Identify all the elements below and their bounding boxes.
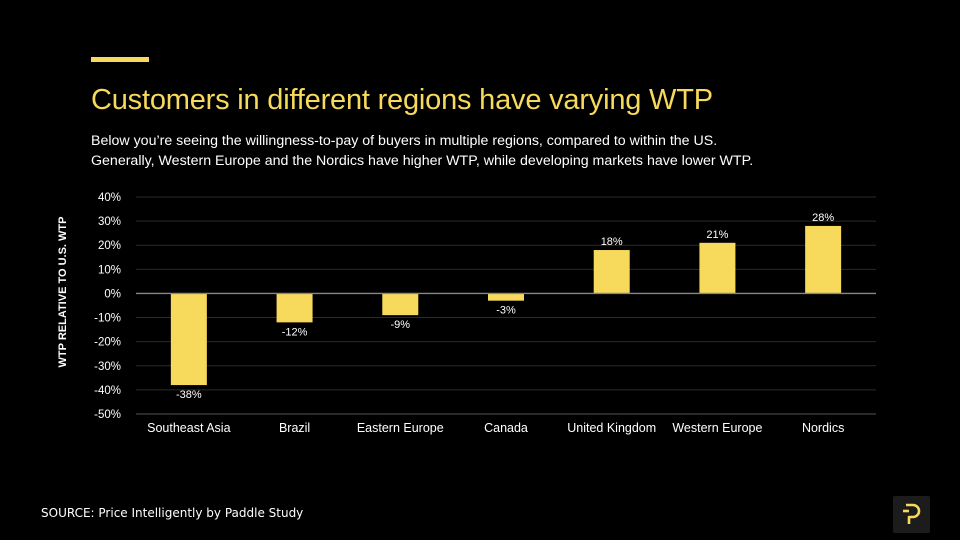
subtitle-line-1: Below you’re seeing the willingness-to-p… bbox=[91, 133, 718, 149]
y-tick-label: -10% bbox=[94, 313, 121, 325]
bar bbox=[488, 293, 524, 301]
data-label: 28% bbox=[812, 212, 834, 224]
paddle-p-icon bbox=[903, 503, 921, 524]
x-tick-label: Western Europe bbox=[672, 421, 762, 435]
x-tick-label: Brazil bbox=[279, 421, 310, 435]
bar bbox=[805, 225, 842, 294]
y-tick-label: -50% bbox=[94, 409, 121, 421]
x-tick-label: United Kingdom bbox=[567, 421, 656, 435]
data-label: 21% bbox=[706, 229, 728, 241]
x-tick-label: Nordics bbox=[802, 421, 844, 435]
y-tick-label: -40% bbox=[94, 385, 121, 397]
source-note: SOURCE: Price Intelligently by Paddle St… bbox=[41, 506, 304, 520]
x-tick-label: Eastern Europe bbox=[357, 421, 444, 435]
data-label: -12% bbox=[282, 326, 308, 338]
y-tick-label: 20% bbox=[98, 240, 121, 252]
y-tick-label: -30% bbox=[94, 361, 121, 373]
bar bbox=[593, 250, 630, 294]
data-label: 18% bbox=[601, 236, 623, 248]
subtitle-line-2: Generally, Western Europe and the Nordic… bbox=[91, 153, 754, 169]
bar bbox=[382, 293, 419, 316]
y-tick-label: 0% bbox=[104, 288, 121, 300]
bar bbox=[170, 293, 207, 386]
y-tick-label: 30% bbox=[98, 216, 121, 228]
bar bbox=[699, 242, 736, 294]
title-accent-bar bbox=[91, 57, 149, 62]
paddle-logo[interactable] bbox=[893, 496, 930, 533]
y-axis-label: WTP RELATIVE TO U.S. WTP bbox=[57, 217, 69, 368]
data-label: -9% bbox=[391, 319, 411, 331]
y-tick-label: 10% bbox=[98, 264, 121, 276]
page-title: Customers in different regions have vary… bbox=[91, 84, 713, 116]
page-subtitle: Below you’re seeing the willingness-to-p… bbox=[91, 131, 871, 171]
y-tick-label: -20% bbox=[94, 337, 121, 349]
data-label: -3% bbox=[496, 305, 516, 317]
x-tick-label: Canada bbox=[484, 421, 528, 435]
data-label: -38% bbox=[176, 389, 202, 401]
y-tick-label: 40% bbox=[98, 192, 121, 204]
x-tick-label: Southeast Asia bbox=[147, 421, 230, 435]
bar bbox=[276, 293, 313, 323]
